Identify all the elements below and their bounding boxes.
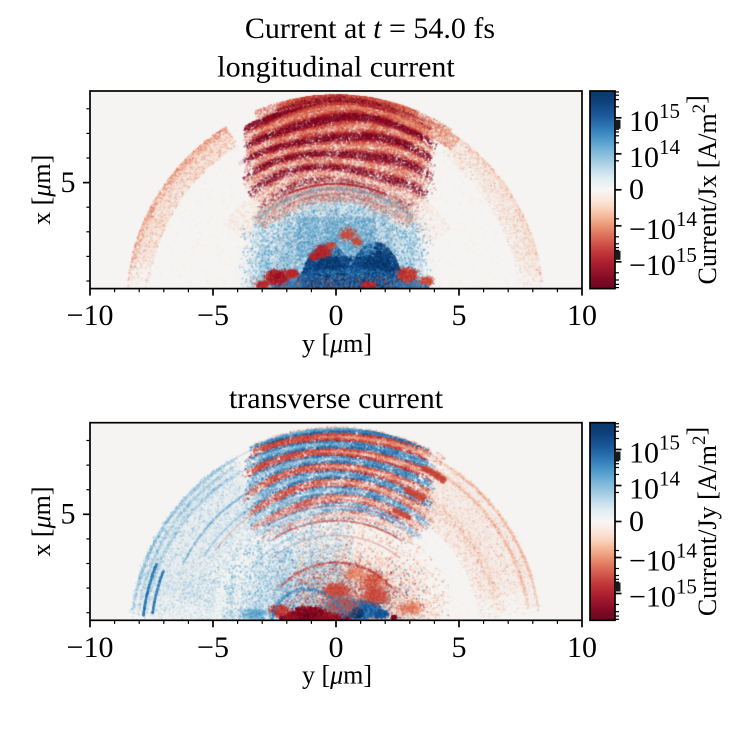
svg-text:y [μm]: y [μm] [302,329,372,358]
svg-text:0: 0 [629,505,644,538]
svg-text:0: 0 [329,631,344,664]
svg-text:1015: 1015 [629,431,680,470]
svg-text:−5: −5 [197,631,229,664]
svg-text:5: 5 [452,299,467,332]
svg-text:1015: 1015 [629,99,680,138]
svg-text:1014: 1014 [629,135,681,174]
svg-text:5: 5 [61,166,76,199]
svg-text:x [μm]: x [μm] [27,155,56,225]
svg-text:Current at t = 54.0 fs: Current at t = 54.0 fs [245,12,495,45]
svg-text:transverse current: transverse current [229,382,444,415]
svg-text:−1014: −1014 [629,539,697,578]
svg-text:5: 5 [452,631,467,664]
svg-text:0: 0 [629,173,644,206]
svg-text:−10: −10 [67,299,114,332]
svg-text:x [μm]: x [μm] [27,486,56,556]
svg-text:y [μm]: y [μm] [302,661,372,690]
svg-text:−1015: −1015 [629,575,697,614]
svg-text:0: 0 [329,299,344,332]
svg-text:10: 10 [567,631,597,664]
svg-text:−10: −10 [67,631,114,664]
svg-text:−1014: −1014 [629,207,697,246]
svg-text:5: 5 [61,498,76,531]
svg-text:−1015: −1015 [629,243,697,282]
svg-text:1014: 1014 [629,467,681,506]
svg-text:longitudinal current: longitudinal current [217,51,455,84]
svg-text:−5: −5 [197,299,229,332]
svg-text:10: 10 [567,299,597,332]
